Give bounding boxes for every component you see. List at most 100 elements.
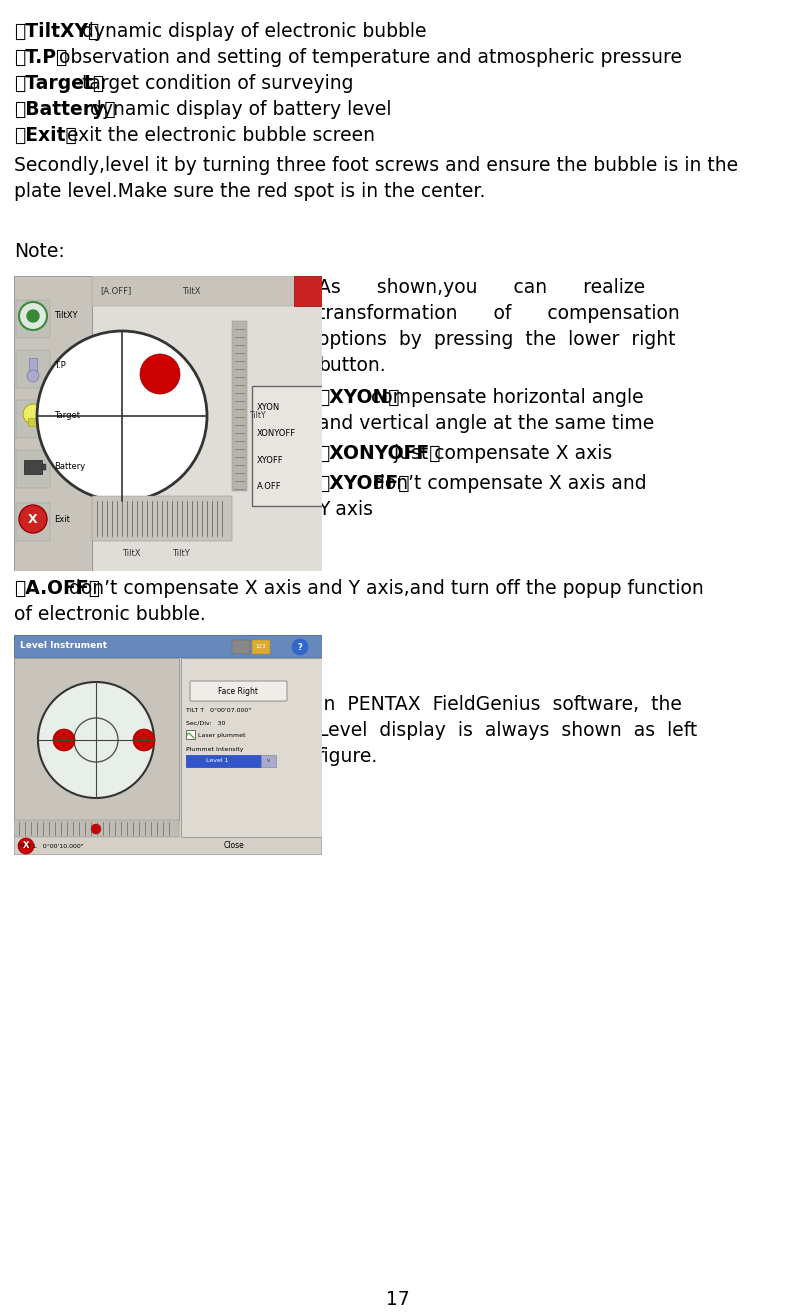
Text: and vertical angle at the same time: and vertical angle at the same time [318,415,654,433]
Circle shape [19,505,47,533]
Circle shape [38,682,154,798]
Text: 【Target】: 【Target】 [14,73,104,93]
Bar [16,400,50,438]
Bar [186,729,195,739]
Text: don’t compensate X axis and Y axis,and turn off the popup function: don’t compensate X axis and Y axis,and t… [68,579,704,598]
Bar [28,419,38,426]
Bar [294,276,322,306]
Bar [232,321,247,491]
Circle shape [18,838,34,854]
Text: ?: ? [297,643,302,652]
Text: target condition of surveying: target condition of surveying [76,73,354,93]
Text: TiltXY: TiltXY [54,311,77,320]
Text: Laser plummet: Laser plummet [198,732,246,737]
Text: TILT L   0°00'10.000": TILT L 0°00'10.000" [19,844,83,849]
Text: TiltY: TiltY [250,412,266,421]
Bar [252,386,332,506]
Text: dynamic display of battery level: dynamic display of battery level [84,100,392,119]
Text: Secondly,level it by turning three foot screws and ensure the bubble is in the: Secondly,level it by turning three foot … [14,156,738,174]
Circle shape [292,639,308,655]
Text: XONYOFF: XONYOFF [257,429,296,438]
Text: just compensate X axis: just compensate X axis [388,443,612,463]
Text: Level  display  is  always  shown  as  left: Level display is always shown as left [318,722,697,740]
Bar [14,276,92,571]
Text: figure.: figure. [318,747,378,766]
Bar [92,276,322,571]
Bar [181,659,322,837]
Circle shape [74,718,118,762]
Text: 【Battery】: 【Battery】 [14,100,115,119]
Text: of electronic bubble.: of electronic bubble. [14,605,206,625]
Text: As      shown,you      can      realize: As shown,you can realize [318,278,645,297]
Text: 【XYON】: 【XYON】 [318,388,400,407]
Bar [24,461,42,474]
Text: Face Right: Face Right [218,686,258,695]
Text: 【XYOFF】: 【XYOFF】 [318,474,409,493]
Text: Plummet Intensity: Plummet Intensity [186,747,243,752]
Text: T.P: T.P [54,362,66,370]
Text: compensate horizontal angle: compensate horizontal angle [365,388,643,407]
Text: don’t compensate X axis and: don’t compensate X axis and [373,474,646,493]
Text: observation and setting of temperature and atmospheric pressure: observation and setting of temperature a… [53,49,682,67]
Text: Battery: Battery [54,462,85,471]
FancyBboxPatch shape [190,681,287,701]
Circle shape [27,310,39,321]
Circle shape [140,354,180,394]
Circle shape [27,370,39,382]
Text: XYON: XYON [257,404,281,412]
Text: Y axis: Y axis [318,500,373,520]
Circle shape [53,729,75,750]
Text: TiltY: TiltY [172,548,190,558]
Text: options  by  pressing  the  lower  right: options by pressing the lower right [318,331,676,349]
Bar [14,635,322,657]
Text: Level Instrument: Level Instrument [20,642,107,651]
Bar [16,502,50,541]
Circle shape [91,824,101,834]
Text: 【TiltXY】: 【TiltXY】 [14,22,99,41]
Bar [16,450,50,488]
Bar [186,754,261,768]
Text: [A.OFF]: [A.OFF] [100,286,131,295]
Bar [14,820,179,837]
Circle shape [19,302,47,331]
Text: dynamic display of electronic bubble: dynamic display of electronic bubble [76,22,427,41]
Text: 【A.OFF】: 【A.OFF】 [14,579,100,598]
Text: Close: Close [223,841,244,850]
Text: TiltX: TiltX [122,548,141,558]
Text: 17: 17 [386,1290,409,1309]
Text: In  PENTAX  FieldGenius  software,  the: In PENTAX FieldGenius software, the [318,695,682,714]
Bar [16,300,50,338]
Text: 【Exit】: 【Exit】 [14,126,77,146]
Bar [261,754,276,768]
Text: Level 1: Level 1 [206,758,228,764]
Text: A.OFF: A.OFF [257,482,281,491]
Bar [42,464,46,470]
Text: TILT T   0°00'07.000": TILT T 0°00'07.000" [186,708,251,714]
Text: 【T.P】: 【T.P】 [14,49,68,67]
Circle shape [133,729,155,750]
Bar [92,496,232,541]
Text: X: X [28,513,38,526]
Text: plate level.Make sure the red spot is in the center.: plate level.Make sure the red spot is in… [14,182,486,201]
Text: XYOFF: XYOFF [257,455,284,464]
Bar [16,350,50,388]
Text: Target: Target [54,412,80,421]
Bar [29,358,37,377]
Text: X: X [23,841,29,850]
Circle shape [23,404,43,424]
Text: exit the electronic bubble screen: exit the electronic bubble screen [60,126,374,146]
Bar [252,640,270,653]
Bar [232,640,250,653]
Text: transformation      of      compensation: transformation of compensation [318,304,680,323]
Text: Exit: Exit [54,514,70,523]
Text: 【XONYOFF】: 【XONYOFF】 [318,443,440,463]
Text: v: v [266,758,270,764]
Text: button.: button. [318,356,386,375]
Text: Sec/Div:   30: Sec/Div: 30 [186,720,225,726]
Text: Note:: Note: [14,241,64,261]
Bar [92,276,322,306]
Text: TiltX: TiltX [182,286,200,295]
Bar [14,659,179,820]
Circle shape [37,331,207,501]
Text: 123: 123 [256,644,266,649]
